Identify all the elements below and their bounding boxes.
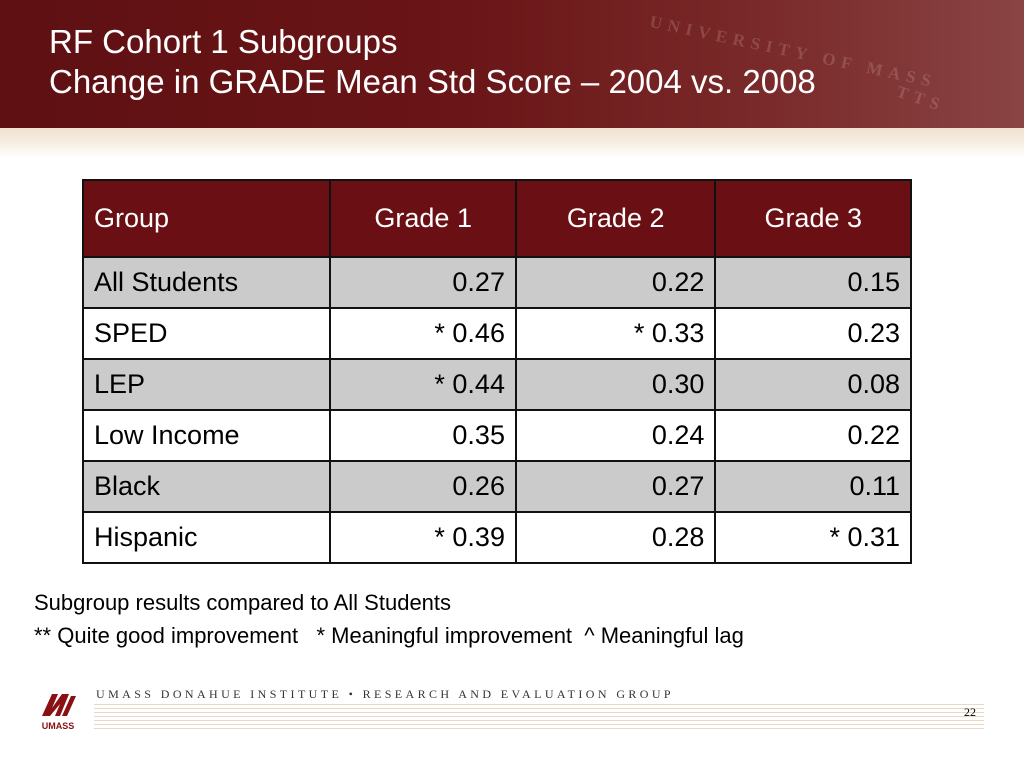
umass-logo: UMASS [40,694,76,731]
table-row: SPED * 0.46 * 0.33 0.23 [81,307,912,360]
group-cell: LEP [81,358,332,411]
group-cell: SPED [81,307,332,360]
column-header-grade-2: Grade 2 [514,179,717,258]
slide-title-line2: Change in GRADE Mean Std Score – 2004 vs… [49,63,816,100]
page-number: 22 [964,705,976,719]
grade-1-cell: * 0.46 [329,307,517,360]
footer-organization: UMASS DONAHUE INSTITUTE • RESEARCH AND E… [96,687,674,701]
slide-title: RF Cohort 1 Subgroups Change in GRADE Me… [49,22,989,102]
grade-2-cell: 0.30 [514,358,717,411]
grade-3-cell: 0.23 [714,307,912,360]
grade-2-cell: 0.24 [514,409,717,462]
table-row: LEP * 0.44 0.30 0.08 [81,358,912,411]
grade-2-cell: 0.27 [514,460,717,513]
grade-2-cell: 0.28 [514,511,717,564]
group-cell: All Students [81,256,332,309]
slide-title-line1: RF Cohort 1 Subgroups [49,23,398,60]
grade-1-cell: 0.27 [329,256,517,309]
grade-3-cell: 0.15 [714,256,912,309]
group-cell: Black [81,460,332,513]
column-header-grade-1: Grade 1 [329,179,517,258]
table-notes: Subgroup results compared to All Student… [34,586,744,652]
subgroup-score-table: Group Grade 1 Grade 2 Grade 3 All Studen… [81,179,912,564]
umass-logo-text: UMASS [42,721,75,731]
column-header-group: Group [81,179,332,258]
grade-1-cell: * 0.39 [329,511,517,564]
grade-2-cell: * 0.33 [514,307,717,360]
column-header-grade-3: Grade 3 [714,179,912,258]
grade-3-cell: 0.08 [714,358,912,411]
table-row: Black 0.26 0.27 0.11 [81,460,912,513]
notes-comparison-line: Subgroup results compared to All Student… [34,590,452,615]
grade-1-cell: 0.26 [329,460,517,513]
table-header-row: Group Grade 1 Grade 2 Grade 3 [81,179,912,258]
table-row: Low Income 0.35 0.24 0.22 [81,409,912,462]
group-cell: Low Income [81,409,332,462]
grade-3-cell: * 0.31 [714,511,912,564]
group-cell: Hispanic [81,511,332,564]
grade-2-cell: 0.22 [514,256,717,309]
grade-1-cell: 0.35 [329,409,517,462]
table-row: Hispanic * 0.39 0.28 * 0.31 [81,511,912,564]
header-gradient-band [0,128,1024,158]
notes-legend-line: ** Quite good improvement * Meaningful i… [34,623,744,648]
grade-3-cell: 0.22 [714,409,912,462]
table-row: All Students 0.27 0.22 0.15 [81,256,912,309]
grade-1-cell: * 0.44 [329,358,517,411]
footer-rule [94,704,984,732]
slide-header: UNIVERSITY OF MASS TTS RF Cohort 1 Subgr… [0,0,1024,132]
grade-3-cell: 0.11 [714,460,912,513]
